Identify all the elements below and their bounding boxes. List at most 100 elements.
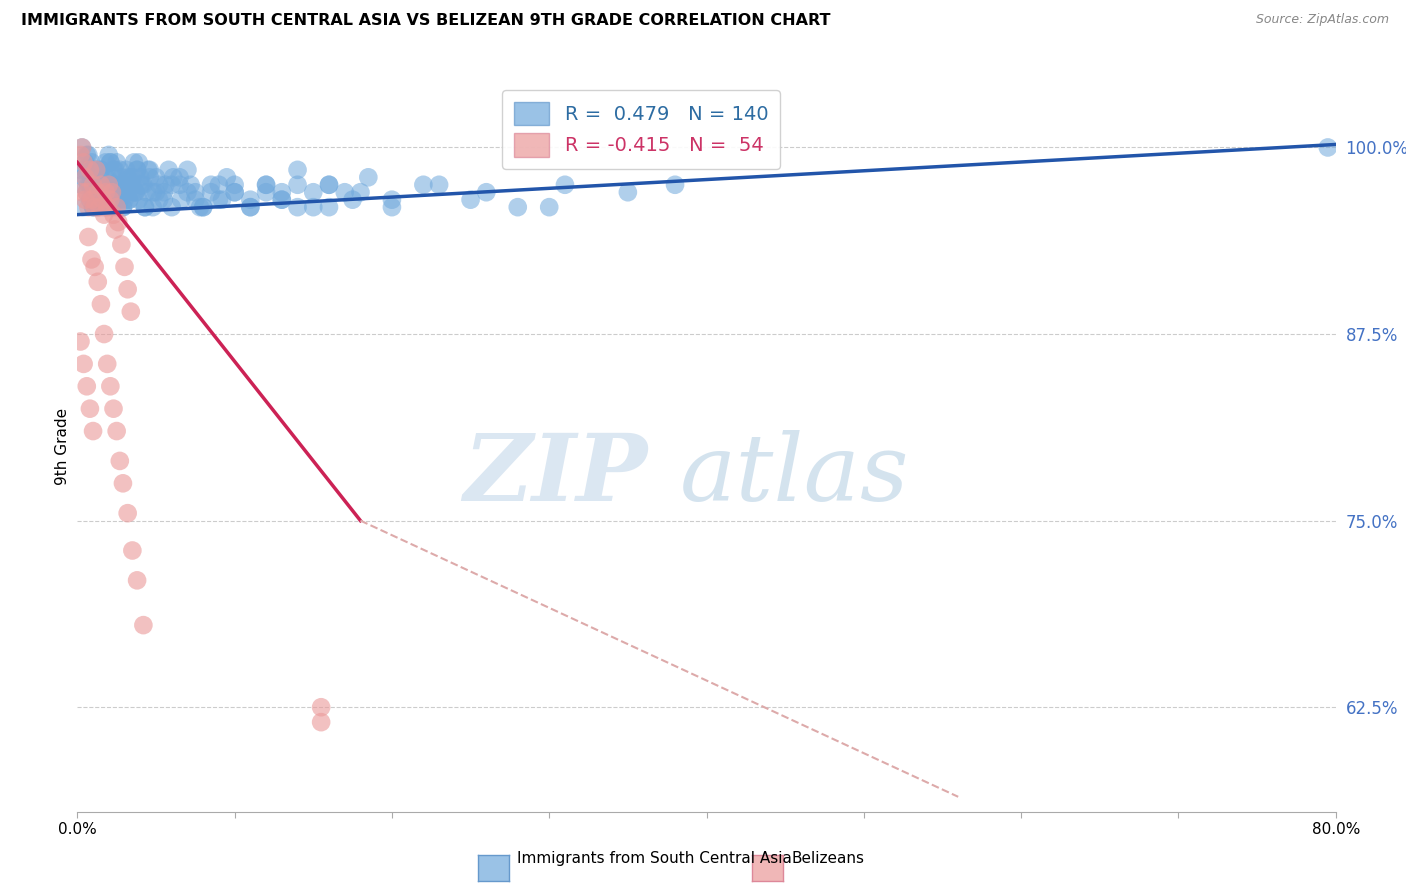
Point — [121, 178, 143, 192]
Point — [664, 178, 686, 192]
Point — [77, 230, 100, 244]
Point — [200, 186, 222, 200]
Point — [87, 186, 110, 200]
Point — [121, 170, 143, 185]
Point — [342, 193, 364, 207]
Point — [138, 162, 160, 177]
Point — [117, 282, 139, 296]
Point — [108, 193, 131, 207]
Point — [270, 186, 292, 200]
Point — [381, 200, 404, 214]
Point — [142, 186, 165, 200]
Point — [75, 170, 97, 185]
Point — [128, 193, 150, 207]
Point — [91, 178, 114, 192]
Point — [176, 162, 198, 177]
Point — [79, 178, 101, 192]
Point — [80, 252, 103, 267]
Point — [87, 200, 110, 214]
Point — [77, 200, 100, 214]
Point — [91, 193, 114, 207]
Point — [93, 208, 115, 222]
Point — [184, 193, 207, 207]
Point — [132, 618, 155, 632]
Point — [87, 275, 110, 289]
Point — [75, 193, 97, 207]
Point — [318, 178, 340, 192]
Point — [215, 170, 238, 185]
Point — [191, 200, 215, 214]
Point — [89, 186, 111, 200]
Point — [427, 178, 450, 192]
Point — [94, 155, 117, 169]
Point — [77, 178, 100, 192]
Point — [110, 170, 132, 185]
Point — [239, 200, 262, 214]
Point — [208, 178, 231, 192]
Point — [169, 170, 191, 185]
Point — [309, 700, 332, 714]
Point — [107, 178, 129, 192]
Point — [157, 162, 180, 177]
Point — [83, 200, 105, 214]
Text: ZIP: ZIP — [464, 430, 648, 520]
Point — [79, 401, 101, 416]
Point — [90, 162, 112, 177]
Point — [124, 186, 146, 200]
Point — [80, 170, 103, 185]
Point — [309, 715, 332, 730]
Point — [162, 170, 184, 185]
Point — [108, 454, 131, 468]
Point — [208, 193, 231, 207]
Point — [79, 162, 101, 177]
Point — [318, 178, 340, 192]
Point — [114, 178, 136, 192]
Point — [287, 200, 309, 214]
Point — [82, 200, 104, 214]
Text: Belizeans: Belizeans — [792, 852, 865, 866]
Legend: R =  0.479   N = 140, R = -0.415   N =  54: R = 0.479 N = 140, R = -0.415 N = 54 — [502, 90, 780, 169]
Point — [148, 193, 170, 207]
Point — [333, 186, 356, 200]
Point — [82, 178, 104, 192]
Point — [170, 193, 193, 207]
Point — [96, 200, 118, 214]
Point — [254, 186, 277, 200]
Point — [76, 379, 98, 393]
Point — [169, 178, 191, 192]
Point — [117, 170, 139, 185]
Point — [127, 162, 149, 177]
Point — [101, 186, 124, 200]
Point — [98, 193, 121, 207]
Point — [224, 178, 246, 192]
Point — [138, 170, 160, 185]
Point — [72, 155, 94, 169]
Point — [270, 193, 292, 207]
Point — [134, 200, 156, 214]
Point — [97, 148, 120, 162]
Point — [82, 200, 104, 214]
Point — [121, 543, 143, 558]
Point — [120, 304, 142, 318]
Point — [239, 200, 262, 214]
Point — [148, 178, 170, 192]
Point — [412, 178, 434, 192]
Text: atlas: atlas — [681, 430, 910, 520]
Point — [103, 208, 125, 222]
Point — [107, 186, 129, 200]
Point — [70, 140, 93, 154]
Point — [72, 170, 94, 185]
Point — [134, 200, 156, 214]
Point — [224, 186, 246, 200]
Point — [101, 178, 124, 192]
Point — [69, 148, 91, 162]
Point — [302, 200, 325, 214]
Point — [188, 200, 211, 214]
Point — [506, 200, 529, 214]
Point — [191, 200, 215, 214]
Point — [617, 186, 640, 200]
Point — [93, 193, 115, 207]
Point — [200, 178, 222, 192]
Point — [224, 186, 246, 200]
Point — [105, 186, 128, 200]
